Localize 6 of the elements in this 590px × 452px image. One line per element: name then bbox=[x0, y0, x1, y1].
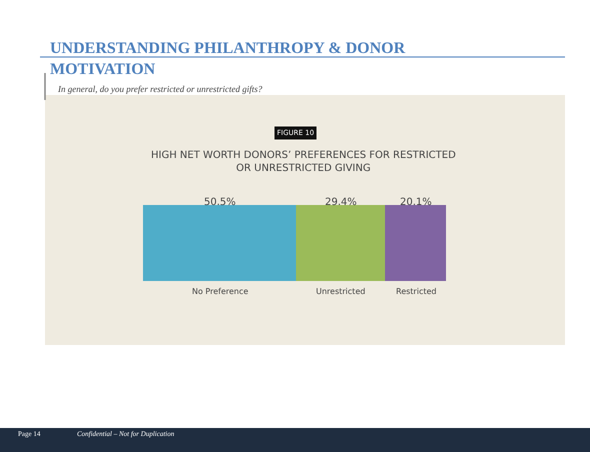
series-label: No Preference bbox=[192, 287, 248, 296]
series-label: Restricted bbox=[396, 287, 436, 296]
series-label: Unrestricted bbox=[316, 287, 366, 296]
text: HIGH NET WORTH DONORS’ PREFERENCES FOR RESTRICTED OR UNRESTRICTED GIVING bbox=[151, 150, 456, 174]
chart-subtitle: In general, do you prefer restricted or unrestricted gifts? bbox=[57, 84, 263, 94]
chart-title: UNDERSTANDING PHILANTHROPY & DONOR MOTIVATION bbox=[50, 40, 406, 78]
